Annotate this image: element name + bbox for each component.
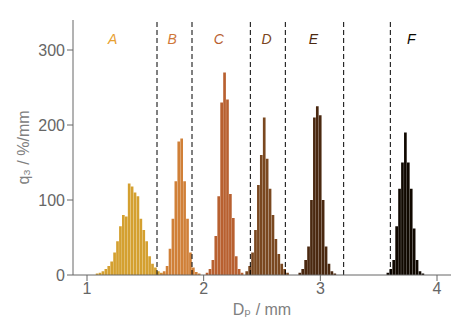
svg-text:Dₚ / mm: Dₚ / mm bbox=[233, 301, 291, 318]
svg-text:0: 0 bbox=[56, 267, 65, 284]
svg-text:200: 200 bbox=[38, 117, 65, 134]
svg-text:q₃ / %/mm: q₃ / %/mm bbox=[15, 110, 32, 184]
svg-text:4: 4 bbox=[433, 280, 442, 297]
svg-text:C: C bbox=[214, 31, 225, 47]
svg-text:A: A bbox=[107, 31, 117, 47]
svg-text:100: 100 bbox=[38, 192, 65, 209]
svg-text:E: E bbox=[309, 31, 319, 47]
svg-text:3: 3 bbox=[316, 280, 325, 297]
svg-text:B: B bbox=[167, 31, 176, 47]
svg-text:1: 1 bbox=[83, 280, 92, 297]
svg-text:2: 2 bbox=[199, 280, 208, 297]
svg-text:300: 300 bbox=[38, 42, 65, 59]
svg-text:D: D bbox=[262, 31, 272, 47]
svg-text:F: F bbox=[407, 31, 417, 47]
